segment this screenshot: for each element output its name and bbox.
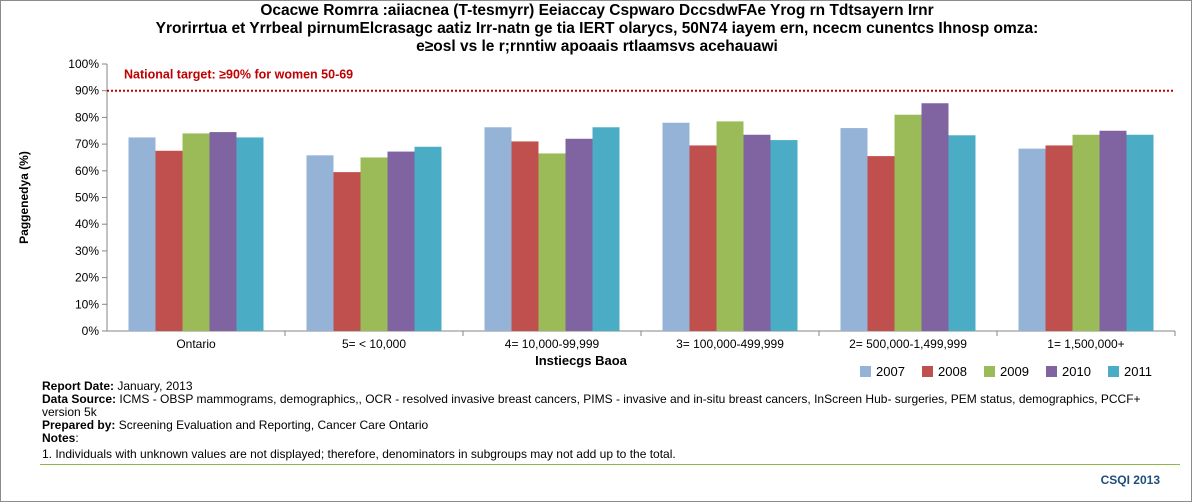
bar-2010-3 <box>743 134 771 331</box>
bar-2007-3 <box>662 122 690 332</box>
bar-2011-5 <box>1126 134 1154 331</box>
legend-item-2007: 2007 <box>860 364 922 379</box>
bar-2007-0 <box>128 137 156 331</box>
legend-swatch <box>1108 365 1119 377</box>
legend-label: 2010 <box>1062 363 1091 379</box>
y-tick-label: 90% <box>75 84 99 98</box>
bar-2010-2 <box>565 138 593 331</box>
x-tick-label: 1= 1,500,000+ <box>1047 337 1124 351</box>
y-tick-label: 80% <box>75 110 99 124</box>
bar-2008-3 <box>689 145 717 331</box>
legend-item-2008: 2008 <box>922 364 984 379</box>
report-notes: Report Date: January, 2013 Data Source: … <box>42 380 1162 461</box>
bar-2008-4 <box>867 156 895 331</box>
y-axis-title: Paggenedya (%) <box>17 151 31 244</box>
prepared-by-label: Prepared by: <box>42 418 116 432</box>
x-tick-label: Ontario <box>176 337 216 351</box>
bar-2008-2 <box>511 141 539 331</box>
bar-2008-1 <box>333 172 361 331</box>
legend-swatch <box>922 365 933 377</box>
notes-row: Notes: <box>42 432 1162 445</box>
data-source-label: Data Source: <box>42 392 117 406</box>
footer-divider <box>40 464 1180 465</box>
report-date-row: Report Date: January, 2013 <box>42 380 1162 393</box>
bar-2009-2 <box>538 153 566 331</box>
bar-2008-0 <box>155 150 183 331</box>
y-tick-label: 0% <box>82 324 100 338</box>
prepared-by-value: Screening Evaluation and Reporting, Canc… <box>118 418 429 432</box>
bar-2011-3 <box>770 140 798 331</box>
chart-title: Ocacwe Romrra :aiiacnea (T-tesmyrr) Eeia… <box>0 2 1194 56</box>
data-source-row: Data Source: ICMS - OBSP mammograms, dem… <box>42 393 1162 419</box>
bar-2011-0 <box>236 137 264 331</box>
footer-brand: CSQI 2013 <box>1100 473 1160 487</box>
legend-item-2011: 2011 <box>1108 364 1170 379</box>
legend-label: 2007 <box>876 363 905 379</box>
bar-2010-0 <box>209 132 237 331</box>
bar-2009-5 <box>1072 134 1100 331</box>
bar-2008-5 <box>1045 145 1073 331</box>
x-tick-label: 3= 100,000-499,999 <box>676 337 784 351</box>
chart-title-line-1: Ocacwe Romrra :aiiacnea (T-tesmyrr) Eeia… <box>260 2 934 19</box>
bar-2007-4 <box>840 128 868 331</box>
legend-item-2009: 2009 <box>984 364 1046 379</box>
bar-2007-1 <box>306 155 334 331</box>
y-tick-label: 20% <box>75 271 99 285</box>
y-tick-label: 60% <box>75 164 99 178</box>
x-axis-title: Instiecgs Baoa <box>535 353 628 368</box>
chart-title-line-3: e≥osl vs le r;rnntiw apoaais rtlaamsvs a… <box>416 38 778 55</box>
y-tick-label: 30% <box>75 244 99 258</box>
bar-2010-1 <box>387 151 415 331</box>
y-tick-label: 50% <box>75 191 99 205</box>
bar-chart: 0% 10% 20% 30% 40% 50% 60% 70% 80% 90% 100% Paggene… <box>17 57 1176 368</box>
report-date-value: January, 2013 <box>117 379 193 393</box>
chart-title-line-2: Yrorirrtua et Yrrbeal pirnumElcrasagc aa… <box>155 20 1039 37</box>
note-1: 1. Individuals with unknown values are n… <box>42 447 676 461</box>
notes-colon: : <box>75 431 79 445</box>
bar-2011-1 <box>414 146 442 331</box>
x-tick-label: 4= 10,000-99,999 <box>505 337 600 351</box>
y-tick-label: 70% <box>75 137 99 151</box>
target-label: National target: ≥90% for women 50-69 <box>124 68 353 82</box>
notes-label: Notes <box>42 431 76 445</box>
legend-label: 2011 <box>1124 363 1152 379</box>
y-tick-label: 100% <box>68 57 99 71</box>
x-tick-label: 5= < 10,000 <box>342 337 406 351</box>
y-tick-label: 10% <box>75 297 99 311</box>
chart-legend: 2007 2008 2009 2010 2011 <box>860 362 1170 380</box>
legend-swatch <box>1046 365 1057 377</box>
bar-2010-4 <box>921 103 949 332</box>
x-tick-label: 2= 500,000-1,499,999 <box>849 337 967 351</box>
bar-2011-4 <box>948 135 976 331</box>
bar-2009-4 <box>894 114 922 331</box>
bar-2010-5 <box>1099 130 1127 331</box>
prepared-by-row: Prepared by: Screening Evaluation and Re… <box>42 419 1162 432</box>
bar-2009-1 <box>360 157 388 331</box>
bar-2007-2 <box>484 127 512 332</box>
report-date-label: Report Date: <box>42 379 115 393</box>
bar-2009-3 <box>716 121 744 331</box>
bar-2007-5 <box>1018 148 1046 331</box>
data-source-value: ICMS - OBSP mammograms, demographics,, O… <box>42 392 1141 419</box>
legend-swatch <box>984 365 995 377</box>
legend-label: 2009 <box>1000 363 1029 379</box>
legend-item-2010: 2010 <box>1046 364 1108 379</box>
legend-label: 2008 <box>938 363 967 379</box>
bar-2011-2 <box>592 127 620 332</box>
bar-2009-0 <box>182 133 210 331</box>
legend-swatch <box>860 365 871 377</box>
plot-area <box>107 64 1175 331</box>
y-tick-label: 40% <box>75 217 99 231</box>
